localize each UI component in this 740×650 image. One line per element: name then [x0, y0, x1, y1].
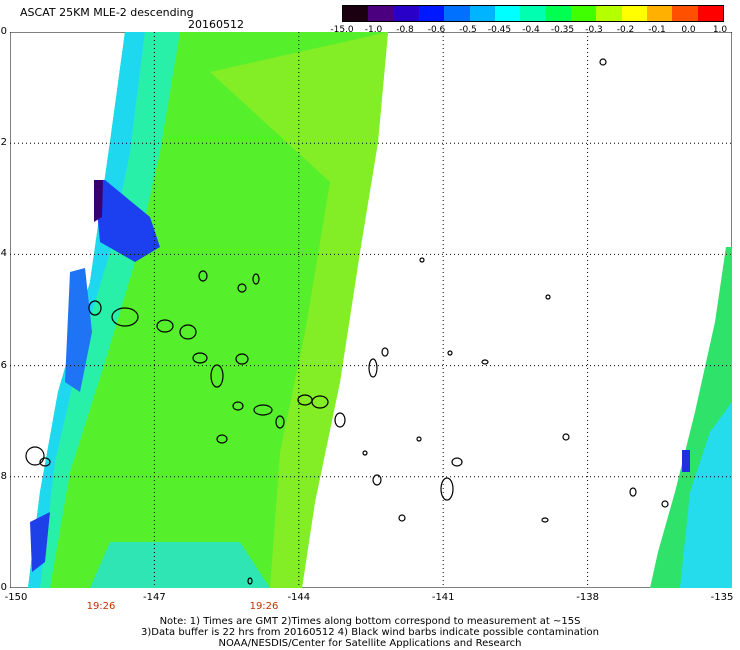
- color-scale-label: -0.5: [459, 25, 477, 35]
- island-outlines: [25, 58, 669, 585]
- color-scale-label: -0.1: [648, 25, 666, 35]
- color-scale-swatch: [545, 6, 571, 21]
- island-outline: [362, 450, 368, 456]
- pass-time-label: 19:26: [86, 601, 116, 612]
- swath-main: [28, 32, 388, 588]
- swath-main-west-band: [28, 32, 180, 588]
- island-outline: [334, 412, 346, 428]
- color-scale-bar: [342, 5, 724, 22]
- color-scale-label: -0.8: [396, 25, 414, 35]
- island-outline: [210, 364, 224, 388]
- swath-blue-patch-mid: [65, 268, 92, 392]
- island-outline: [237, 283, 247, 293]
- color-scale-swatch: [520, 6, 546, 21]
- latitude-tick-label: -12: [0, 137, 7, 149]
- longitude-tick-label: -150: [4, 592, 28, 603]
- longitude-tick-label: -144: [287, 592, 311, 603]
- island-outline: [216, 434, 228, 444]
- color-scale-swatch: [444, 6, 470, 21]
- color-scale-labels: -15.0 -1.0 -0.8 -0.6 -0.5 -0.45 -0.4 -0.35 -0.3 -…: [330, 25, 732, 37]
- color-scale-swatch: [418, 6, 445, 21]
- map-date: 20160512: [188, 18, 244, 31]
- island-outline: [88, 300, 102, 316]
- map-plot: [10, 32, 732, 588]
- swath-blue-patch-south: [30, 512, 50, 572]
- color-scale-swatch: [368, 6, 394, 21]
- island-outline: [111, 307, 139, 327]
- island-outline: [368, 358, 378, 378]
- island-outline: [451, 457, 463, 467]
- island-outline: [481, 359, 489, 365]
- color-scale-label: -15.0: [330, 25, 354, 35]
- island-outline: [599, 58, 607, 66]
- island-outline: [253, 404, 273, 416]
- footer-credit: NOAA/NESDIS/Center for Satellite Applica…: [218, 638, 522, 649]
- island-outline: [562, 433, 570, 441]
- swath-east: [650, 247, 732, 588]
- color-scale-label: 1.0: [712, 25, 728, 35]
- graticule: [10, 32, 732, 588]
- color-scale-swatch: [494, 6, 521, 21]
- footer-note-line-2: 3)Data buffer is 22 hrs from 20160512 4)…: [141, 627, 599, 638]
- color-scale-swatch: [570, 6, 597, 21]
- color-scale-swatch: [596, 6, 622, 21]
- color-scale-label: -0.35: [550, 25, 575, 35]
- island-outline: [198, 270, 208, 282]
- island-outline: [311, 395, 329, 409]
- island-outline: [416, 436, 422, 442]
- island-outline: [381, 347, 389, 357]
- footer-note-line-1: Note: 1) Times are GMT 2)Times along bot…: [159, 616, 581, 627]
- island-outline: [541, 517, 549, 523]
- island-outline: [252, 273, 260, 285]
- island-outline: [661, 500, 669, 508]
- swath-east-blue: [682, 450, 690, 472]
- island-outline: [419, 257, 425, 263]
- color-scale-swatch: [393, 6, 419, 21]
- island-outline: [440, 477, 454, 501]
- longitude-tick-label: -147: [143, 592, 166, 603]
- color-scale-swatch: [646, 6, 673, 21]
- island-outline: [247, 577, 253, 585]
- swath-cyan-patch-south: [90, 542, 270, 588]
- island-outline: [372, 474, 382, 486]
- pass-time-label: 19:26: [249, 601, 279, 612]
- color-scale-label: 0.0: [681, 25, 696, 35]
- island-outline: [25, 446, 45, 466]
- swath-dark-patch: [94, 180, 103, 222]
- island-outline: [629, 487, 637, 497]
- latitude-tick-label: -20: [0, 582, 7, 593]
- longitude-tick-label: -138: [576, 592, 599, 603]
- color-scale-swatch: [343, 6, 369, 21]
- latitude-tick-label: -10: [0, 26, 7, 37]
- color-scale-label: -0.45: [487, 25, 512, 35]
- color-scale-swatch: [469, 6, 495, 21]
- latitude-tick-label: -18: [0, 470, 7, 482]
- swath-east-cyan: [680, 402, 732, 588]
- color-scale-swatch: [672, 6, 698, 21]
- color-scale-swatch: [697, 6, 723, 21]
- color-scale-swatch: [621, 6, 647, 21]
- color-scale-label: -0.2: [616, 25, 635, 35]
- island-outline: [39, 457, 51, 467]
- island-outline: [232, 401, 244, 411]
- island-outline: [192, 352, 208, 364]
- island-outline: [447, 350, 453, 356]
- color-scale-label: -1.0: [364, 25, 383, 35]
- longitude-tick-label: -135: [710, 592, 734, 603]
- color-scale-label: -0.3: [585, 25, 603, 35]
- longitude-tick-label: -141: [431, 592, 455, 603]
- island-outline: [275, 415, 285, 429]
- swath-main-east-band: [210, 32, 388, 588]
- color-scale-label: -0.6: [427, 25, 446, 35]
- latitude-tick-label: -16: [0, 359, 7, 371]
- island-outline: [545, 294, 551, 300]
- island-outline: [156, 319, 174, 333]
- swath-blue-patch-north: [94, 180, 160, 262]
- island-outline: [235, 353, 249, 365]
- island-outline: [179, 324, 197, 340]
- map-title: ASCAT 25KM MLE-2 descending: [20, 6, 194, 19]
- latitude-tick-label: -14: [0, 248, 7, 260]
- color-scale-label: -0.4: [522, 25, 540, 35]
- island-outline: [398, 514, 406, 522]
